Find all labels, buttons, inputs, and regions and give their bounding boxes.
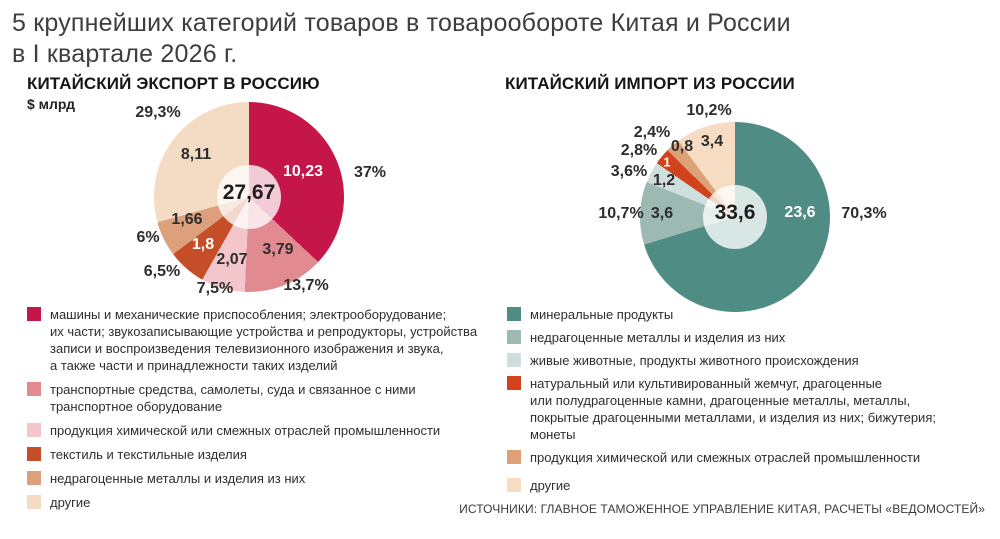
legend-label: другие xyxy=(50,495,91,510)
slice-value-label: 1,8 xyxy=(191,236,215,253)
legend-swatch xyxy=(27,471,41,485)
slice-pct-label: 13,7% xyxy=(283,277,329,294)
legend-swatch xyxy=(27,423,41,437)
legend-item: транспортные средства, самолеты, суда и … xyxy=(27,381,492,415)
legend-swatch xyxy=(27,447,41,461)
slice-value-label: 2,07 xyxy=(216,251,248,268)
legend-label: продукция химической или смежных отрасле… xyxy=(530,450,921,465)
legend-item: другие xyxy=(507,477,992,494)
page-title-line2: в I квартале 2026 г. xyxy=(12,40,238,68)
legend-swatch xyxy=(27,307,41,321)
import-pie-hole xyxy=(703,185,767,249)
source-note: ИСТОЧНИКИ: ГЛАВНОЕ ТАМОЖЕННОЕ УПРАВЛЕНИЕ… xyxy=(459,502,985,516)
slice-pct-label: 37% xyxy=(353,164,387,181)
export-pie-hole xyxy=(217,165,281,229)
slice-pct-label: 6,5% xyxy=(143,263,181,280)
legend-item: недрагоценные металлы и изделия из них xyxy=(507,329,992,346)
slice-value-label: 3,6 xyxy=(650,205,674,222)
legend-item: текстиль и текстильные изделия xyxy=(27,446,492,463)
legend-label: живые животные, продукты животного проис… xyxy=(530,353,859,368)
legend-swatch xyxy=(27,495,41,509)
slice-value-label: 8,11 xyxy=(180,146,212,163)
legend-label: недрагоценные металлы и изделия из них xyxy=(50,471,306,486)
import-total-value: 33,6 xyxy=(714,201,756,224)
legend-item: другие xyxy=(27,494,492,511)
legend-item: машины и механические приспособления; эл… xyxy=(27,306,492,374)
page-title: 5 крупнейших категорий товаров в товароо… xyxy=(12,8,791,70)
legend-label: продукция химической или смежных отрасле… xyxy=(50,423,441,438)
legend-swatch xyxy=(507,376,521,390)
legend-item: минеральные продукты xyxy=(507,306,992,323)
page-title-line1: 5 крупнейших категорий товаров в товароо… xyxy=(12,9,791,37)
slice-value-label: 1 xyxy=(663,154,671,170)
legend-swatch xyxy=(507,330,521,344)
import-chart-title: КИТАЙСКИЙ ИМПОРТ ИЗ РОССИИ xyxy=(505,74,795,93)
export-legend: машины и механические приспособления; эл… xyxy=(27,306,492,518)
slice-value-label: 0,8 xyxy=(670,138,694,155)
legend-swatch xyxy=(507,450,521,464)
legend-label: минеральные продукты xyxy=(530,307,674,322)
slice-pct-label: 2,4% xyxy=(633,124,671,141)
slice-pct-label: 6% xyxy=(136,229,160,246)
legend-swatch xyxy=(507,307,521,321)
slice-pct-label: 10,2% xyxy=(686,102,732,119)
legend-label: машины и механические приспособления; эл… xyxy=(50,307,478,373)
export-chart-title: КИТАЙСКИЙ ЭКСПОРТ В РОССИЮ xyxy=(27,74,320,93)
legend-item: натуральный или культивированный жемчуг,… xyxy=(507,375,992,443)
slice-value-label: 1,66 xyxy=(171,211,203,228)
slice-pct-label: 2,8% xyxy=(620,142,658,159)
legend-swatch xyxy=(507,478,521,492)
legend-label: текстиль и текстильные изделия xyxy=(50,447,247,462)
legend-label: другие xyxy=(530,478,571,493)
legend-label: недрагоценные металлы и изделия из них xyxy=(530,330,786,345)
import-legend: минеральные продукты недрагоценные металл… xyxy=(507,306,992,500)
legend-item: продукция химической или смежных отрасле… xyxy=(507,449,992,466)
slice-pct-label: 7,5% xyxy=(196,280,234,297)
slice-value-label: 10,23 xyxy=(282,163,324,180)
legend-item: недрагоценные металлы и изделия из них xyxy=(27,470,492,487)
slice-pct-label: 29,3% xyxy=(135,104,181,121)
slice-pct-label: 3,6% xyxy=(610,163,648,180)
legend-swatch xyxy=(27,382,41,396)
legend-label: транспортные средства, самолеты, суда и … xyxy=(50,382,416,414)
slice-value-label: 3,4 xyxy=(700,133,724,150)
slice-value-label: 1,2 xyxy=(652,172,676,189)
slice-value-label: 3,79 xyxy=(262,241,294,258)
slice-pct-label: 70,3% xyxy=(841,205,887,222)
legend-item: живые животные, продукты животного проис… xyxy=(507,352,992,369)
slice-value-label: 23,6 xyxy=(784,204,816,221)
legend-item: продукция химической или смежных отрасле… xyxy=(27,422,492,439)
legend-label: натуральный или культивированный жемчуг,… xyxy=(530,376,936,442)
units-label: $ млрд xyxy=(27,96,76,112)
legend-swatch xyxy=(507,353,521,367)
export-total-value: 27,67 xyxy=(222,181,276,204)
slice-pct-label: 10,7% xyxy=(598,205,644,222)
